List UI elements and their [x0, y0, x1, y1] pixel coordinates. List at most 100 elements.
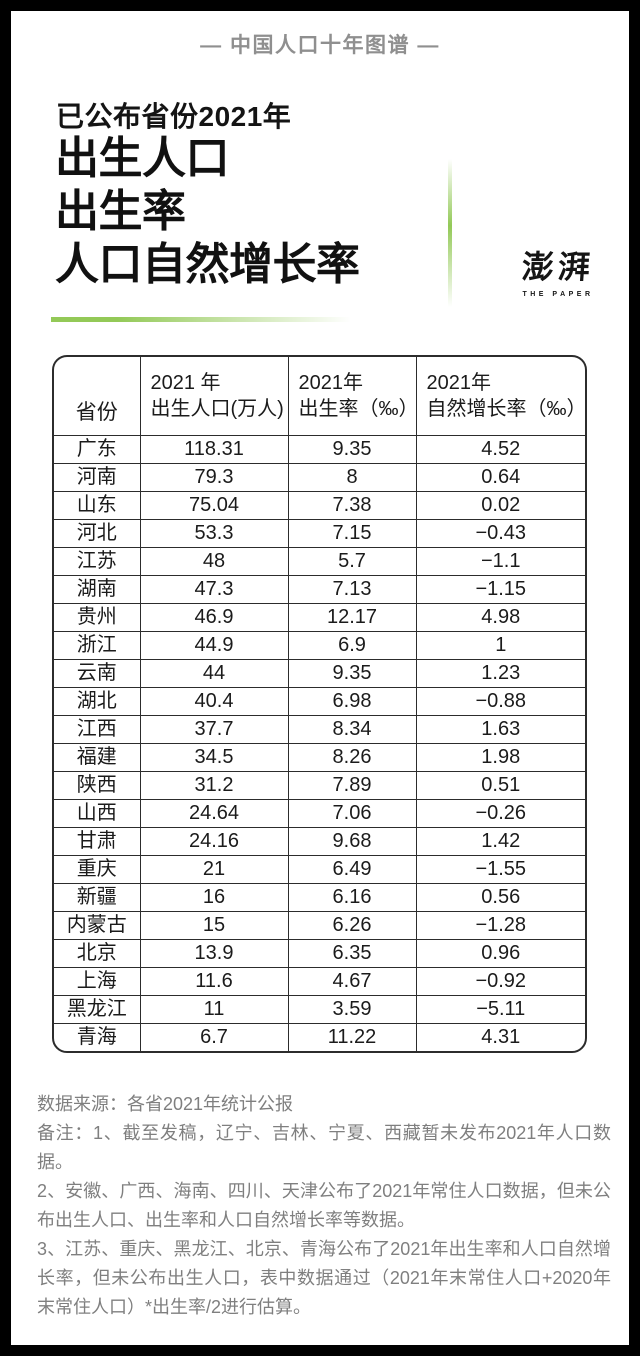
note-1: 备注：1、截至发稿，辽宁、吉林、宁夏、西藏暂未发布2021年人口数据。: [37, 1123, 611, 1172]
birth-rate-cell: 4.67: [287, 967, 417, 996]
growth-rate-cell: 4.31: [415, 1023, 585, 1051]
table-header: 省份 2021 年 出生人口(万人) 2021年 出生率（‰） 2021年 自然…: [54, 357, 585, 436]
births-cell: 44.9: [139, 631, 289, 660]
births-cell: 44: [139, 659, 289, 688]
province-cell: 新疆: [54, 883, 141, 912]
growth-rate-cell: 4.52: [415, 435, 585, 464]
table-row: 黑龙江 11 3.59 −5.11: [54, 995, 585, 1024]
province-cell: 云南: [54, 659, 141, 688]
province-cell: 贵州: [54, 603, 141, 632]
birth-rate-cell: 6.9: [287, 631, 417, 660]
series-label: — 中国人口十年图谱 —: [200, 34, 440, 57]
table-row: 江苏 48 5.7 −1.1: [54, 547, 585, 576]
thepaper-logo-cn: 澎湃: [520, 248, 596, 286]
province-cell: 陕西: [54, 771, 141, 800]
growth-rate-cell: −5.11: [415, 995, 585, 1024]
birth-rate-cell: 3.59: [287, 995, 417, 1024]
table-row: 河北 53.3 7.15 −0.43: [54, 519, 585, 548]
table-row: 内蒙古 15 6.26 −1.28: [54, 911, 585, 940]
table-row: 山西 24.64 7.06 −0.26: [54, 799, 585, 828]
growth-rate-cell: 1.23: [415, 659, 585, 688]
growth-rate-cell: 0.56: [415, 883, 585, 912]
title-line-growth-rate: 人口自然增长率: [55, 240, 360, 289]
table-row: 新疆 16 6.16 0.56: [54, 883, 585, 912]
growth-rate-cell: −0.26: [415, 799, 585, 828]
growth-rate-cell: 0.02: [415, 491, 585, 520]
births-cell: 6.7: [139, 1023, 289, 1051]
birth-rate-cell: 11.22: [287, 1023, 417, 1051]
data-table-container: 省份 2021 年 出生人口(万人) 2021年 出生率（‰） 2021年 自然…: [52, 355, 587, 1053]
table-row: 湖南 47.3 7.13 −1.15: [54, 575, 585, 604]
birth-rate-cell: 7.13: [287, 575, 417, 604]
province-cell: 湖南: [54, 575, 141, 604]
births-cell: 34.5: [139, 743, 289, 772]
births-cell: 21: [139, 855, 289, 884]
births-cell: 40.4: [139, 687, 289, 716]
table-row: 陕西 31.2 7.89 0.51: [54, 771, 585, 800]
birth-rate-cell: 6.49: [287, 855, 417, 884]
growth-rate-cell: 0.96: [415, 939, 585, 968]
births-cell: 53.3: [139, 519, 289, 548]
birth-rate-cell: 7.15: [287, 519, 417, 548]
table-row: 广东 118.31 9.35 4.52: [54, 435, 585, 464]
table-row: 上海 11.6 4.67 −0.92: [54, 967, 585, 996]
births-cell: 48: [139, 547, 289, 576]
table-row: 贵州 46.9 12.17 4.98: [54, 603, 585, 632]
title-line-births: 出生人口: [55, 134, 229, 183]
growth-rate-cell: −1.55: [415, 855, 585, 884]
table-header-row: 省份 2021 年 出生人口(万人) 2021年 出生率（‰） 2021年 自然…: [54, 357, 585, 436]
growth-rate-cell: −1.28: [415, 911, 585, 940]
birth-rate-cell: 8: [287, 463, 417, 492]
province-cell: 山东: [54, 491, 141, 520]
birth-rate-cell: 7.06: [287, 799, 417, 828]
growth-rate-cell: −0.88: [415, 687, 585, 716]
table-row: 重庆 21 6.49 −1.55: [54, 855, 585, 884]
col-header-growth-rate: 2021年 自然增长率（‰）: [415, 357, 585, 436]
table-row: 河南 79.3 8 0.64: [54, 463, 585, 492]
horizontal-accent-bar: [51, 317, 351, 322]
thepaper-logo: 澎湃 THE PAPER: [514, 242, 602, 298]
note-3: 3、江苏、重庆、黑龙江、北京、青海公布了2021年出生率和人口自然增长率，但未公…: [37, 1239, 611, 1317]
province-cell: 黑龙江: [54, 995, 141, 1024]
col-header-birth-rate: 2021年 出生率（‰）: [287, 357, 419, 436]
province-cell: 广东: [54, 435, 141, 464]
table-row: 湖北 40.4 6.98 −0.88: [54, 687, 585, 716]
birth-rate-cell: 9.35: [287, 659, 417, 688]
data-table: 省份 2021 年 出生人口(万人) 2021年 出生率（‰） 2021年 自然…: [54, 357, 585, 1051]
table-row: 甘肃 24.16 9.68 1.42: [54, 827, 585, 856]
birth-rate-cell: 9.68: [287, 827, 417, 856]
table-row: 云南 44 9.35 1.23: [54, 659, 585, 688]
growth-rate-cell: 0.64: [415, 463, 585, 492]
province-cell: 重庆: [54, 855, 141, 884]
births-cell: 24.64: [139, 799, 289, 828]
growth-rate-cell: −0.92: [415, 967, 585, 996]
births-cell: 31.2: [139, 771, 289, 800]
births-cell: 118.31: [139, 435, 289, 464]
births-cell: 46.9: [139, 603, 289, 632]
province-cell: 青海: [54, 1023, 141, 1051]
births-cell: 24.16: [139, 827, 289, 856]
note-2: 2、安徽、广西、海南、四川、天津公布了2021年常住人口数据，但未公布出生人口、…: [37, 1181, 611, 1230]
growth-rate-cell: 1.98: [415, 743, 585, 772]
growth-rate-cell: −1.15: [415, 575, 585, 604]
province-cell: 江苏: [54, 547, 141, 576]
birth-rate-cell: 6.16: [287, 883, 417, 912]
growth-rate-cell: 1: [415, 631, 585, 660]
data-source-note: 数据来源：各省2021年统计公报: [37, 1094, 294, 1114]
province-cell: 甘肃: [54, 827, 141, 856]
birth-rate-cell: 7.38: [287, 491, 417, 520]
thepaper-logo-en: THE PAPER: [522, 291, 594, 298]
birth-rate-cell: 6.26: [287, 911, 417, 940]
table-row: 青海 6.7 11.22 4.31: [54, 1023, 585, 1051]
birth-rate-cell: 12.17: [287, 603, 417, 632]
birth-rate-cell: 7.89: [287, 771, 417, 800]
table-row: 福建 34.5 8.26 1.98: [54, 743, 585, 772]
table-body: 广东 118.31 9.35 4.52 河南 79.3 8 0.64 山东 75.04 7.38 0.…: [54, 435, 585, 1051]
growth-rate-cell: 1.42: [415, 827, 585, 856]
page-title: 出生人口 出生率 人口自然增长率: [55, 132, 360, 291]
growth-rate-cell: 1.63: [415, 715, 585, 744]
birth-rate-cell: 6.98: [287, 687, 417, 716]
birth-rate-cell: 6.35: [287, 939, 417, 968]
col-header-province: 省份: [54, 357, 141, 436]
births-cell: 47.3: [139, 575, 289, 604]
